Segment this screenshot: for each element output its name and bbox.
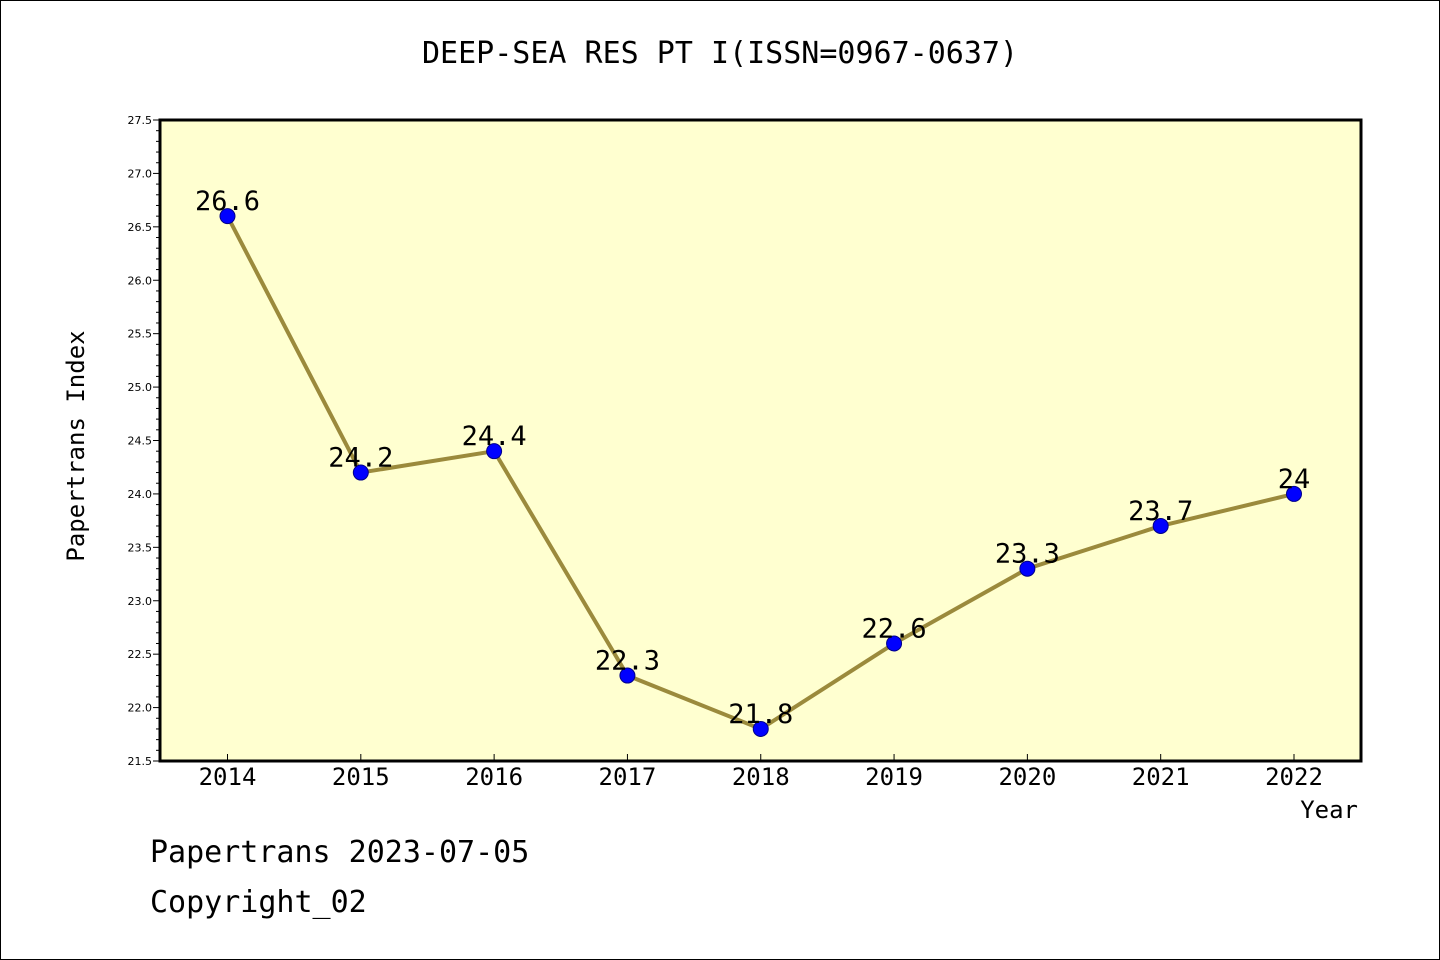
x-tick-label: 2016: [465, 763, 523, 791]
plot-area: [158, 118, 1363, 763]
x-tick-label: 2021: [1132, 763, 1190, 791]
footer-source: Papertrans 2023-07-05: [150, 835, 530, 870]
x-tick-label: 2015: [332, 763, 390, 791]
x-tick-label: 2020: [998, 763, 1056, 791]
y-tick-label: 26.5: [128, 221, 153, 234]
data-point: [1286, 485, 1302, 502]
data-point: [352, 464, 369, 481]
data-point: [752, 720, 769, 737]
data-label: 23.7: [1128, 496, 1193, 527]
y-tick-label: 22.5: [128, 648, 153, 661]
data-point: [619, 667, 636, 684]
y-tick-label: 24.0: [128, 488, 153, 501]
data-label: 24: [1278, 464, 1311, 495]
x-tick-label: 2014: [199, 763, 257, 791]
data-point: [1152, 517, 1169, 534]
x-tick-label: 2022: [1265, 763, 1323, 791]
y-tick-label: 22.0: [128, 702, 153, 715]
x-axis: 2014 2015 2016 2017 2018 2019 2020 2021 2022: [199, 754, 1323, 791]
y-tick-label: 26.0: [128, 274, 153, 287]
y-tick-label: 25.5: [128, 328, 153, 341]
y-tick-label: 21.5: [128, 755, 153, 768]
x-tick-label: 2019: [865, 763, 923, 791]
y-tick-label: 24.5: [128, 435, 153, 448]
data-label: 22.6: [862, 613, 927, 644]
data-label: 21.8: [728, 699, 793, 730]
y-tick-label: 25.0: [128, 381, 153, 394]
y-tick-label: 23.0: [128, 595, 153, 608]
data-label: 26.6: [195, 186, 260, 217]
data-label: 24.2: [328, 443, 393, 474]
data-point: [219, 208, 236, 225]
x-tick-label: 2018: [732, 763, 790, 791]
x-axis-label: Year: [1300, 796, 1358, 824]
x-tick-label: 2017: [599, 763, 657, 791]
y-tick-label: 23.5: [128, 541, 153, 554]
y-tick-label: 27.0: [128, 167, 153, 180]
footer-copyright: Copyright_02: [150, 885, 367, 920]
data-label: 22.3: [595, 646, 660, 677]
chart-title: DEEP-SEA RES PT I(ISSN=0967-0637): [421, 36, 1019, 71]
data-label: 24.4: [462, 421, 527, 452]
data-label: 23.3: [995, 539, 1060, 570]
data-point: [886, 635, 903, 652]
data-point: [1019, 560, 1036, 577]
series-group: 26.6 24.2 24.4 22.3 21.8 22.6 23.3 23.7 24: [195, 186, 1311, 737]
data-point: [486, 443, 503, 460]
y-axis: 21.5 22.0 22.5 23.0 23.5 24.0 24.5 25.0 25.5 26.0…: [128, 114, 160, 768]
y-tick-label: 27.5: [128, 114, 153, 127]
